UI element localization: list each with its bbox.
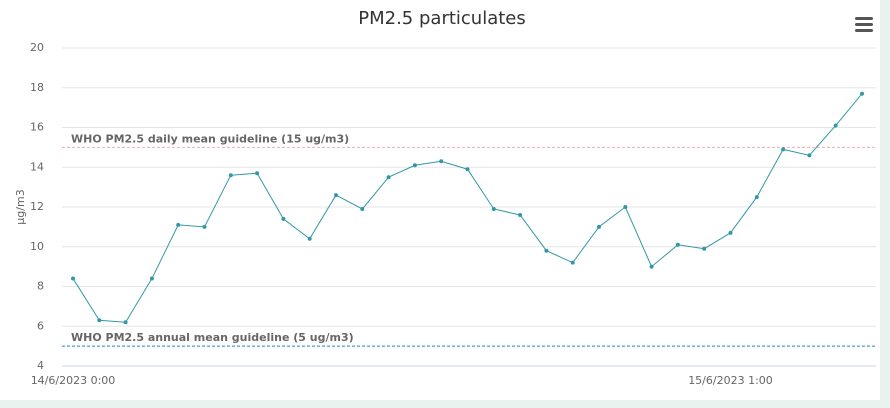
data-point bbox=[281, 216, 286, 221]
x-tick-label: 15/6/2023 1:00 bbox=[688, 374, 773, 387]
y-tick-label: 4 bbox=[37, 359, 44, 372]
menu-bar bbox=[855, 23, 873, 26]
reference-label: WHO PM2.5 daily mean guideline (15 ug/m3… bbox=[71, 132, 349, 145]
y-tick-label: 12 bbox=[30, 200, 44, 213]
data-point bbox=[860, 91, 864, 96]
data-point bbox=[123, 320, 128, 325]
x-tick-label: 14/6/2023 0:00 bbox=[31, 374, 116, 387]
data-point bbox=[412, 163, 417, 168]
data-point bbox=[228, 173, 233, 178]
data-point bbox=[176, 222, 181, 227]
data-point bbox=[597, 224, 601, 229]
reference-label: WHO PM2.5 annual mean guideline (5 ug/m3… bbox=[71, 331, 354, 344]
data-point bbox=[386, 175, 391, 180]
data-point bbox=[623, 205, 628, 209]
data-point bbox=[307, 236, 312, 241]
data-point bbox=[728, 230, 733, 235]
data-point bbox=[754, 195, 759, 200]
data-point bbox=[71, 276, 75, 281]
y-tick-label: 16 bbox=[30, 121, 44, 134]
data-point bbox=[439, 159, 444, 164]
y-tick-label: 20 bbox=[30, 41, 44, 54]
y-tick-label: 18 bbox=[30, 81, 44, 94]
data-point bbox=[97, 318, 102, 323]
data-point bbox=[465, 167, 470, 172]
data-point bbox=[675, 242, 680, 247]
menu-button[interactable] bbox=[855, 17, 873, 32]
data-point bbox=[702, 246, 707, 251]
data-point bbox=[544, 248, 549, 253]
y-tick-label: 6 bbox=[37, 319, 44, 332]
data-point bbox=[833, 123, 838, 128]
data-point bbox=[649, 264, 654, 269]
data-point bbox=[149, 276, 154, 281]
y-tick-label: 14 bbox=[30, 160, 44, 173]
data-point bbox=[781, 147, 786, 152]
chart-background bbox=[0, 0, 880, 400]
data-point bbox=[255, 171, 260, 176]
chart: PM2.5 particulates µg/m3 4 6 8 10 12 14 16 18 20… bbox=[0, 0, 880, 400]
data-point bbox=[202, 224, 207, 229]
chart-title: PM2.5 particulates bbox=[358, 8, 526, 29]
data-point bbox=[360, 206, 365, 211]
y-axis-label: µg/m3 bbox=[14, 189, 27, 224]
menu-bar bbox=[855, 17, 873, 20]
data-point bbox=[570, 260, 575, 265]
y-tick-label: 8 bbox=[37, 280, 44, 293]
data-point bbox=[807, 153, 812, 158]
menu-bar bbox=[855, 29, 873, 32]
data-point bbox=[491, 206, 496, 211]
data-point bbox=[334, 193, 338, 198]
y-tick-label: 10 bbox=[30, 240, 44, 253]
data-point bbox=[518, 212, 523, 217]
